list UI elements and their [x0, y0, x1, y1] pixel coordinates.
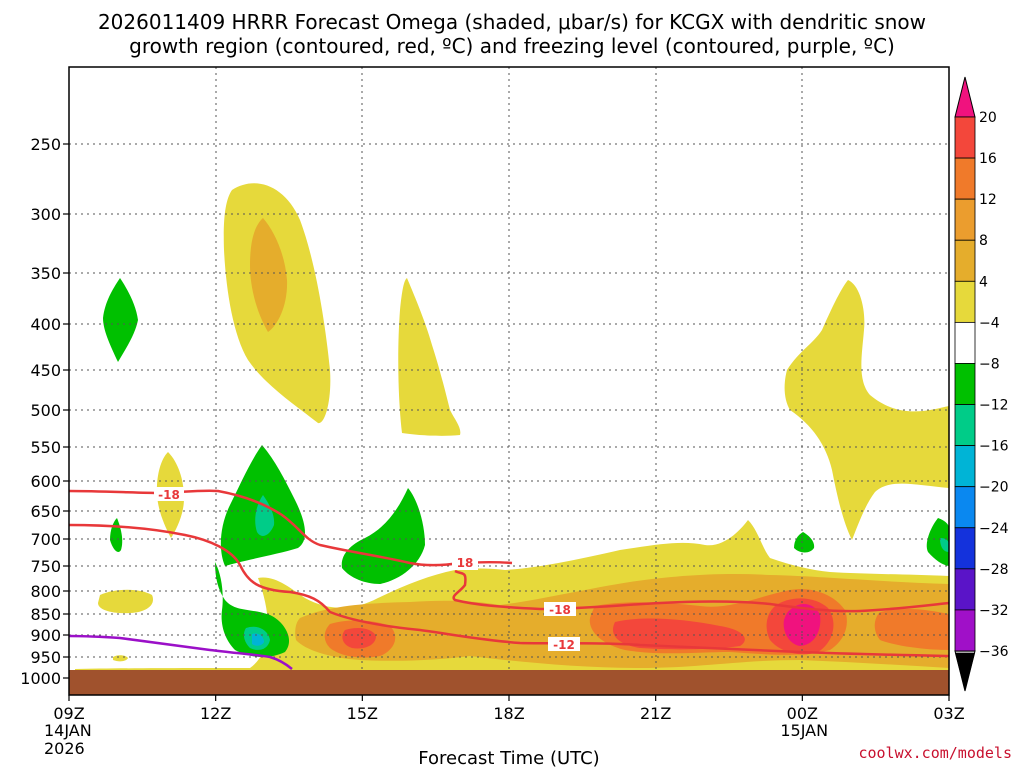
x-tick-label: 21Z [640, 704, 671, 723]
colorbar-bin [954, 198, 976, 241]
y-tick-label: 450 [30, 361, 61, 380]
y-tick-label: 400 [30, 315, 61, 334]
chart-title-line-2: growth region (contoured, red, ºC) and f… [129, 34, 895, 58]
omega-region-magenta-00z [783, 603, 821, 646]
x-tick-label: 15Z [347, 704, 378, 723]
freezing-level-contour [68, 634, 293, 670]
colorbar-bin [954, 239, 976, 282]
colorbar-bin [954, 404, 976, 447]
colorbar-label: −16 [979, 439, 1009, 455]
omega-region-green-10z [103, 278, 138, 362]
y-tick-label: 950 [30, 648, 61, 667]
y-tick-label: 550 [30, 438, 61, 457]
colorbar-label: 4 [979, 274, 988, 290]
colorbar-bin [954, 568, 976, 611]
x-tick-label: 12Z [200, 704, 231, 723]
omega-region-green-00z [794, 532, 815, 553]
contour-labels: -18 18 -18 -12 [154, 487, 580, 652]
omega-region-upper-right [784, 280, 949, 540]
plot-area: -18 18 -18 -12 [68, 66, 950, 696]
y-tick-label: 1000 [20, 669, 61, 688]
colorbar-bin [954, 116, 976, 159]
contour-label-minus18-right: -18 [549, 603, 571, 617]
omega-region-red-15z [342, 628, 376, 649]
colorbar: 20 16 12 8 4 −4 −8 −12 −16 −20 −24 −28 −32 −36 [954, 76, 1009, 692]
omega-region-cyan-13z [255, 495, 275, 536]
x-tick-sublabel: 2026 [44, 739, 85, 758]
y-tick-label: 750 [30, 557, 61, 576]
omega-shading-red [342, 598, 834, 655]
contour-minus12-upper [68, 523, 950, 658]
omega-region-blue-12z [252, 633, 264, 646]
y-tick-label: 900 [30, 626, 61, 645]
contour-label-18-mid: 18 [457, 556, 474, 570]
colorbar-bin [954, 280, 976, 323]
contour-minus18-lower [452, 569, 950, 613]
colorbar-label: −8 [979, 356, 1000, 372]
colorbar-label: −28 [979, 562, 1009, 578]
colorbar-label: −20 [979, 480, 1009, 496]
omega-region-green-03z [926, 518, 949, 566]
colorbar-label: 20 [979, 110, 997, 126]
x-tick-label: 03Z [933, 704, 964, 723]
terrain-below-ground [69, 670, 949, 695]
omega-region-cyan-03z [940, 538, 949, 552]
omega-region-small-10z [98, 589, 154, 614]
colorbar-bin [954, 527, 976, 570]
omega-region-green-15z [341, 488, 425, 584]
colorbar-bin [955, 653, 975, 691]
colorbar-bin [954, 609, 976, 652]
x-tick-label: 00Z [787, 704, 818, 723]
x-axis-label: Forecast Time (UTC) [418, 748, 599, 768]
x-tick-sublabel: 15JAN [780, 721, 828, 740]
colorbar-label: −36 [979, 644, 1009, 660]
omega-region-orange-deep-3 [874, 608, 949, 650]
y-axis: 250 300 350 400 450 500 550 600 650 700 750 800 850 9… [20, 135, 69, 688]
y-tick-label: 300 [30, 205, 61, 224]
y-tick-label: 250 [30, 135, 61, 154]
colorbar-bin [954, 486, 976, 529]
colorbar-label: −4 [979, 315, 1000, 331]
colorbar-bin [954, 445, 976, 488]
y-tick-label: 350 [30, 264, 61, 283]
y-tick-label: 800 [30, 582, 61, 601]
omega-region-orange-upper [250, 218, 288, 332]
x-tick-sublabel: 14JAN [44, 721, 92, 740]
colorbar-label: −32 [979, 603, 1009, 619]
y-tick-label: 700 [30, 530, 61, 549]
omega-region-green-12z [215, 562, 290, 658]
colorbar-label: 8 [979, 233, 988, 249]
colorbar-label: 12 [979, 192, 997, 208]
contour-label-minus18-left: -18 [158, 488, 180, 502]
y-tick-label: 650 [30, 502, 61, 521]
y-tick-label: 500 [30, 401, 61, 420]
omega-region-red-22z [612, 618, 745, 650]
chart-title-line-1: 2026011409 HRRR Forecast Omega (shaded, … [98, 10, 926, 34]
credit-text: coolwx.com/models [858, 744, 1012, 762]
x-tick-label: 18Z [493, 704, 524, 723]
y-tick-label: 600 [30, 472, 61, 491]
colorbar-bin [954, 157, 976, 200]
omega-region-upper-16z [398, 278, 461, 436]
contour-label-minus12: -12 [553, 638, 575, 652]
colorbar-label: 16 [979, 151, 997, 167]
grid [69, 67, 949, 695]
colorbar-bin [954, 76, 976, 118]
colorbar-label: −24 [979, 521, 1009, 537]
x-tick-label: 09Z [53, 704, 84, 723]
colorbar-label: −12 [979, 398, 1009, 414]
colorbar-bin [954, 321, 976, 364]
colorbar-bin [954, 363, 976, 405]
y-tick-label: 850 [30, 605, 61, 624]
